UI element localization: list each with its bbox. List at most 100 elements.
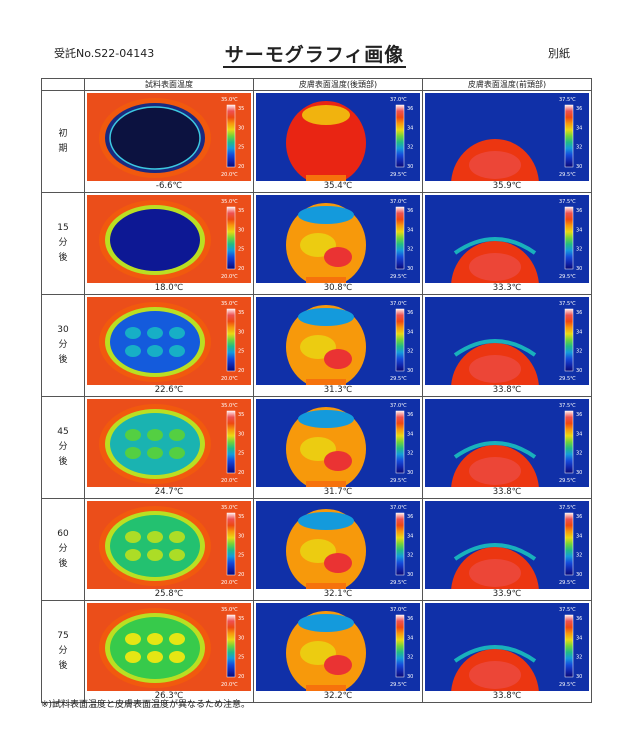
colorbar-max-label: 37.5℃	[559, 97, 576, 103]
measured-temperature: 33.8℃	[492, 691, 522, 701]
warm-spot	[324, 655, 352, 675]
colorbar-min-label: 29.5℃	[390, 172, 407, 178]
colorbar-max-label: 37.0℃	[390, 403, 407, 409]
colorbar-max-label: 37.5℃	[559, 301, 576, 307]
colorbar-min-label: 29.5℃	[559, 682, 576, 688]
pad-segment	[147, 651, 163, 663]
colorbar-tick: 36	[407, 514, 413, 520]
pad-segment	[169, 327, 185, 339]
cooled-top	[298, 410, 354, 428]
corner-cell	[41, 78, 85, 91]
colorbar-tick: 34	[576, 125, 582, 131]
colorbar-tick: 30	[238, 533, 244, 539]
colorbar-tick: 30	[576, 572, 582, 578]
measured-temperature: 18.0℃	[154, 283, 184, 293]
helmet-edge	[109, 106, 201, 170]
pad-segment	[147, 633, 163, 645]
row-label: 75 分後	[41, 600, 85, 703]
colorbar-tick: 36	[576, 310, 582, 316]
forehead-hotspot	[469, 253, 521, 281]
back-head-thermogram-cell: 37.0℃ 29.5℃ 36 34 32 30 32.2℃	[253, 600, 423, 703]
table-row: 45 分後 35.0℃ 20.0℃ 35 30 25 20 24.7℃ 37.0℃ 29.5℃ 36 3…	[41, 396, 592, 499]
thermal-image: 37.5℃ 29.5℃ 36 34 32 30	[425, 297, 589, 385]
colorbar-tick: 32	[407, 655, 413, 661]
measured-temperature: 25.8℃	[154, 589, 184, 599]
footnote: ※)試料表面温度と皮膚表面温度が異なるため注意。	[41, 700, 251, 710]
colorbar-tick: 35	[238, 514, 244, 520]
colorbar-tick: 25	[238, 553, 244, 559]
front-head-thermogram-cell: 37.5℃ 29.5℃ 36 34 32 30 33.9℃	[422, 498, 592, 601]
row-label: 30 分後	[41, 294, 85, 397]
thermal-image: 37.5℃ 29.5℃ 36 34 32 30	[425, 93, 589, 181]
front-head-thermogram-cell: 37.5℃ 29.5℃ 36 34 32 30 33.8℃	[422, 294, 592, 397]
colorbar-tick: 30	[238, 329, 244, 335]
pad-segment	[147, 531, 163, 543]
sample-thermogram-cell: 35.0℃ 20.0℃ 35 30 25 20 25.8℃	[84, 498, 254, 601]
thermal-image: 35.0℃ 20.0℃ 35 30 25 20	[87, 399, 251, 487]
colorbar-gradient	[564, 512, 574, 576]
colorbar-tick: 30	[576, 368, 582, 374]
neck	[306, 685, 346, 691]
thermal-image: 37.0℃ 29.5℃ 36 34 32 30	[256, 93, 420, 181]
warm-spot	[324, 451, 352, 471]
colorbar-tick: 36	[576, 616, 582, 622]
thermal-svg: 35.0℃ 20.0℃ 35 30 25 20	[87, 399, 251, 487]
pad-segment	[169, 447, 185, 459]
neck	[306, 583, 346, 589]
colorbar-tick: 34	[576, 635, 582, 641]
colorbar-tick: 34	[576, 329, 582, 335]
pad-segment	[125, 345, 141, 357]
measured-temperature: 30.8℃	[323, 283, 353, 293]
colorbar-tick: 32	[407, 451, 413, 457]
forehead-hotspot	[469, 355, 521, 383]
colorbar-max-label: 35.0℃	[221, 607, 238, 613]
helmet-inner	[110, 209, 200, 271]
colorbar-max-label: 37.5℃	[559, 403, 576, 409]
colorbar-tick: 20	[238, 674, 244, 680]
colorbar-tick: 34	[576, 227, 582, 233]
colorbar-tick: 30	[407, 470, 413, 476]
colorbar-tick: 36	[407, 310, 413, 316]
front-head-thermogram-cell: 37.5℃ 29.5℃ 36 34 32 30 33.8℃	[422, 600, 592, 703]
hairline	[453, 339, 537, 357]
thermal-svg: 35.0℃ 20.0℃ 35 30 25 20	[87, 195, 251, 283]
thermal-svg: 37.5℃ 29.5℃ 36 34 32 30	[425, 195, 589, 283]
thermal-image: 35.0℃ 20.0℃ 35 30 25 20	[87, 501, 251, 589]
row-label-part: 15	[57, 223, 69, 233]
neck	[306, 277, 346, 283]
row-label-part: 45	[57, 427, 69, 437]
colorbar-gradient	[226, 308, 236, 372]
colorbar-tick: 36	[576, 412, 582, 418]
colorbar-gradient	[395, 308, 405, 372]
measured-temperature: 22.6℃	[154, 385, 184, 395]
pad-segment	[125, 633, 141, 645]
pad-segment	[125, 651, 141, 663]
row-label-part: 30	[57, 325, 69, 335]
hairline	[453, 645, 537, 663]
row-label: 初期	[41, 90, 85, 193]
colorbar-gradient	[564, 410, 574, 474]
attachment-label: 別紙	[548, 47, 570, 60]
pad-segment	[169, 633, 185, 645]
measured-temperature: 24.7℃	[154, 487, 184, 497]
colorbar-gradient	[395, 206, 405, 270]
colorbar-min-label: 29.5℃	[559, 376, 576, 382]
colorbar-tick: 25	[238, 655, 244, 661]
colorbar-max-label: 37.5℃	[559, 505, 576, 511]
thermal-image: 37.5℃ 29.5℃ 36 34 32 30	[425, 195, 589, 283]
colorbar-tick: 35	[238, 208, 244, 214]
colorbar-tick: 34	[576, 431, 582, 437]
row-label-part: 後	[58, 661, 68, 671]
pad-segment	[147, 345, 163, 357]
back-head-thermogram-cell: 37.0℃ 29.5℃ 36 34 32 30 32.1℃	[253, 498, 423, 601]
helmet-inner	[110, 413, 200, 475]
cooled-top	[298, 206, 354, 224]
thermal-svg: 37.0℃ 29.5℃ 36 34 32 30	[256, 399, 420, 487]
neck	[306, 481, 346, 487]
thermal-svg: 37.5℃ 29.5℃ 36 34 32 30	[425, 93, 589, 181]
colorbar-tick: 36	[407, 106, 413, 112]
row-label-part: 後	[58, 559, 68, 569]
colorbar-min-label: 29.5℃	[390, 376, 407, 382]
colorbar-max-label: 35.0℃	[221, 301, 238, 307]
helmet-inner	[110, 617, 200, 679]
